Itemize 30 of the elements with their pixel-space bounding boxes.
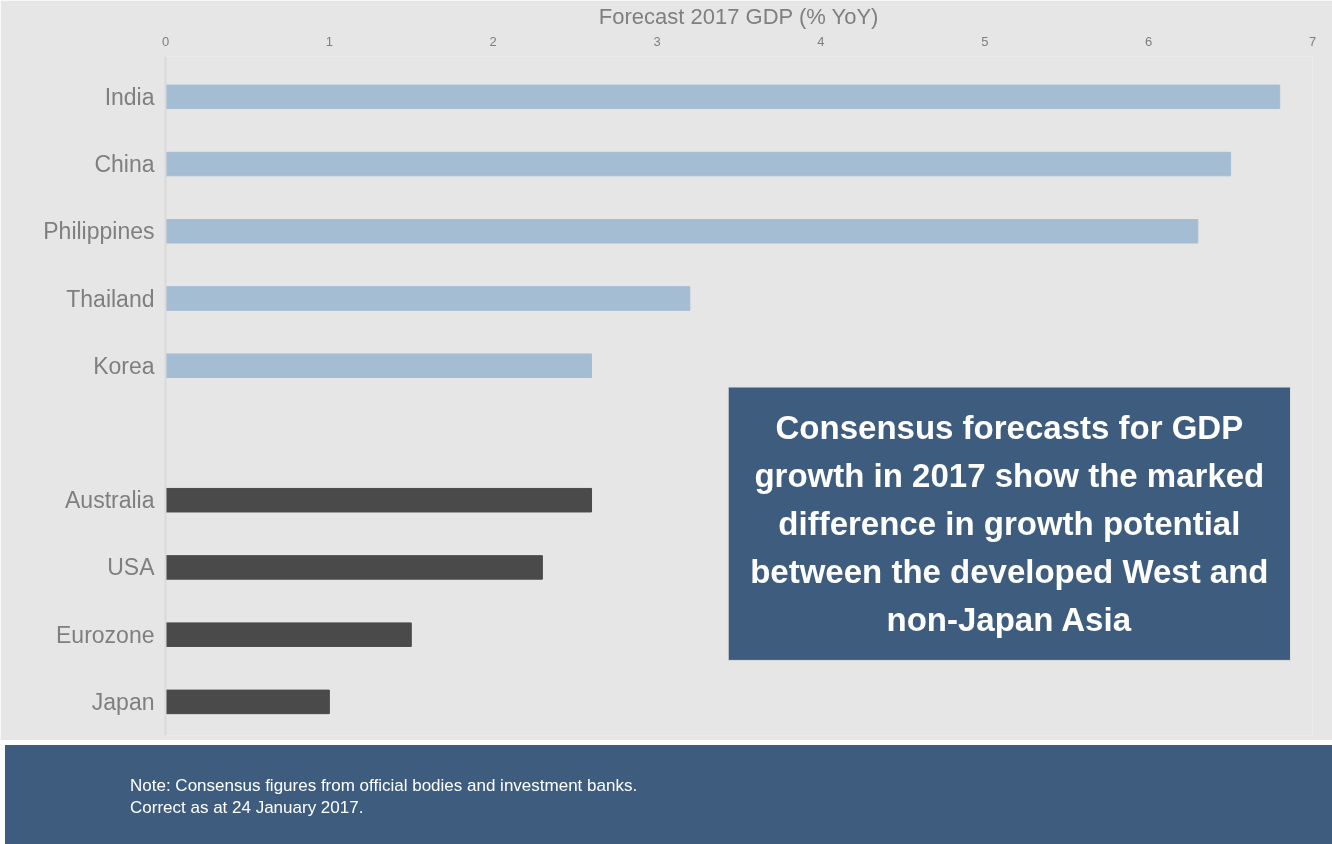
x-tick-label: 7 (1308, 33, 1317, 49)
y-tick-label: Korea (93, 352, 155, 379)
bar (165, 353, 593, 379)
bar (165, 84, 1281, 110)
bar (165, 689, 330, 715)
x-tick-label: 2 (489, 33, 497, 49)
y-tick-label: USA (107, 554, 156, 581)
x-tick-label: 1 (325, 33, 333, 49)
bar (165, 151, 1232, 177)
x-tick-label: 6 (1145, 33, 1153, 49)
bar (165, 487, 593, 513)
y-tick-label: China (94, 151, 155, 178)
x-axis-title: Forecast 2017 GDP (% YoY) (598, 3, 879, 29)
y-tick-label: Eurozone (56, 621, 155, 648)
y-tick-label: Japan (91, 688, 155, 715)
text: Correct as at 24 January 2017. (130, 798, 364, 818)
y-tick-label: Philippines (43, 218, 155, 245)
y-tick-label: Australia (65, 487, 155, 514)
y-tick-label: Thailand (66, 285, 155, 312)
bar (165, 555, 543, 580)
bar (165, 219, 1199, 244)
x-tick-label: 3 (653, 33, 661, 49)
x-tick-label: 4 (817, 33, 825, 49)
bar (165, 286, 691, 311)
y-tick-label: India (104, 83, 155, 110)
annotation: Consensus forecasts for GDP growth in 2017 show the marked difference in growth potential between the developed West and non-Japan Asia (750, 409, 1269, 639)
bar (165, 622, 412, 647)
x-tick-label: 5 (981, 33, 989, 49)
text: Note: Consensus figures from official bodies and investment banks. (130, 776, 638, 795)
x-tick-label: 0 (161, 33, 170, 49)
